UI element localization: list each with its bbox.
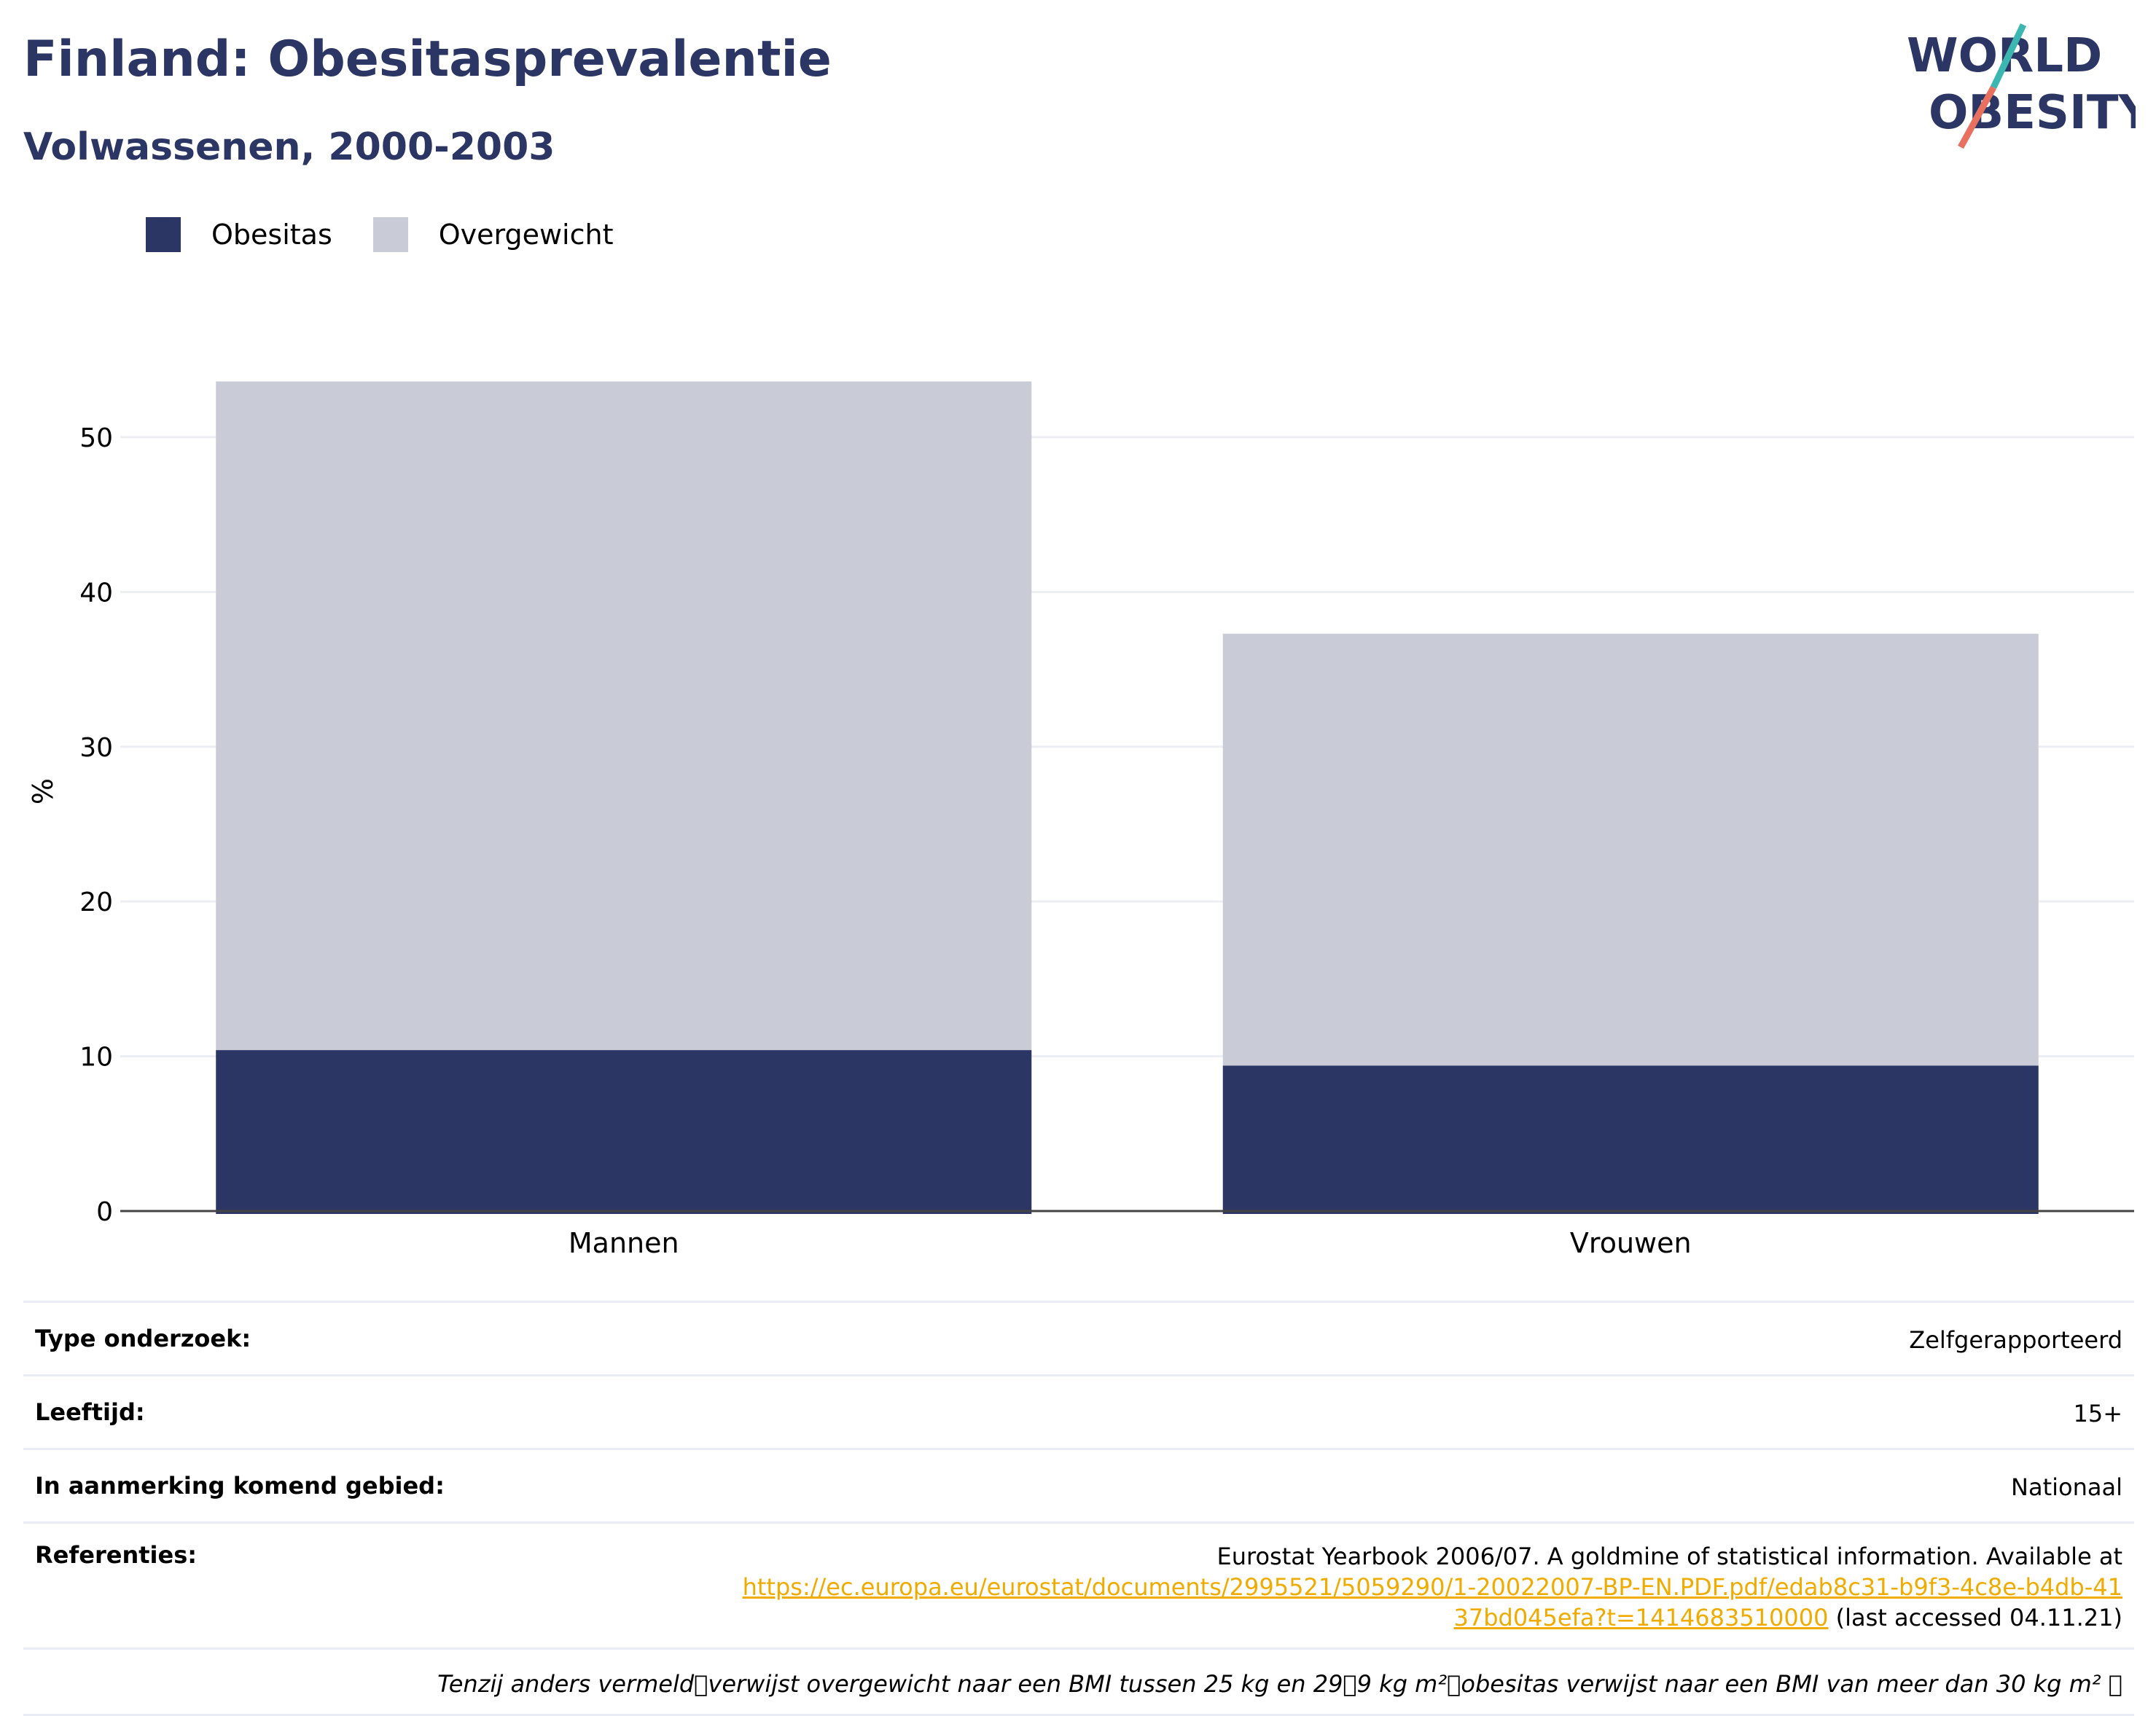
legend-swatch-obesitas <box>146 217 181 252</box>
y-tick-label: 30 <box>79 733 113 763</box>
legend-swatch-overgewicht <box>372 217 408 252</box>
reference-text: Eurostat Yearbook 2006/07. A goldmine of… <box>1216 1543 2123 1570</box>
page-subtitle: Volwassenen, 2000-2003 <box>23 125 555 169</box>
meta-key: Leeftijd: <box>35 1398 145 1426</box>
meta-value: 15+ <box>2073 1400 2122 1427</box>
bmi-definition-note: Tenzij anders vermeld verwijst overgewic… <box>23 1648 2134 1716</box>
y-tick-label: 10 <box>79 1043 113 1073</box>
legend-item-overgewicht[interactable]: Overgewicht <box>372 217 614 252</box>
legend-label-obesitas: Obesitas <box>211 219 332 251</box>
legend-label-overgewicht: Overgewicht <box>438 219 614 251</box>
bar-chart: 0 10 20 30 40 50% Mannen Vrouwen <box>27 381 2134 1259</box>
x-tick-label: Vrouwen <box>1570 1227 1692 1259</box>
meta-value: Nationaal <box>2011 1473 2122 1501</box>
logo-slash-coral <box>1958 85 1996 149</box>
meta-row-references: Referenties: Eurostat Yearbook 2006/07. … <box>23 1521 2134 1648</box>
world-obesity-logo: WORLD OBESITY <box>1907 23 2136 149</box>
y-tick-label: 20 <box>79 888 113 917</box>
legend-item-obesitas[interactable]: Obesitas <box>146 217 332 252</box>
reference-suffix: (last accessed 04.11.21) <box>1828 1604 2122 1631</box>
y-axis-label: % <box>27 778 59 804</box>
reference-link[interactable]: https://ec.europa.eu/eurostat/documents/… <box>742 1573 2122 1631</box>
meta-key: In aanmerking komend gebied: <box>35 1472 445 1500</box>
chart-legend: Obesitas Overgewicht <box>146 217 655 252</box>
logo-line1: WORLD <box>1907 29 2102 83</box>
meta-value: Zelfgerapporteerd <box>1909 1326 2122 1354</box>
meta-value: Eurostat Yearbook 2006/07. A goldmine of… <box>738 1541 2122 1633</box>
meta-row-age: Leeftijd: 15+ <box>23 1374 2134 1448</box>
bar-overgewicht-mannen <box>216 381 1032 1051</box>
meta-key: Referenties: <box>35 1541 198 1569</box>
y-tick-label: 40 <box>79 578 113 608</box>
y-tick-label: 50 <box>79 423 113 453</box>
page-title: Finland: Obesitasprevalentie <box>23 31 832 88</box>
meta-row-area: In aanmerking komend gebied: Nationaal <box>23 1448 2134 1521</box>
bar-obesitas-mannen <box>216 1050 1032 1214</box>
y-tick-label: 0 <box>96 1197 113 1227</box>
logo-line2: OBESITY <box>1929 86 2136 140</box>
x-tick-label: Mannen <box>569 1227 679 1259</box>
meta-key: Type onderzoek: <box>35 1325 251 1352</box>
bar-overgewicht-vrouwen <box>1222 633 2039 1066</box>
metadata-table: Type onderzoek: Zelfgerapporteerd Leefti… <box>23 1301 2134 1716</box>
bar-obesitas-vrouwen <box>1222 1065 2039 1214</box>
meta-row-survey-type: Type onderzoek: Zelfgerapporteerd <box>23 1301 2134 1374</box>
logo-slash-teal <box>1990 23 2027 89</box>
